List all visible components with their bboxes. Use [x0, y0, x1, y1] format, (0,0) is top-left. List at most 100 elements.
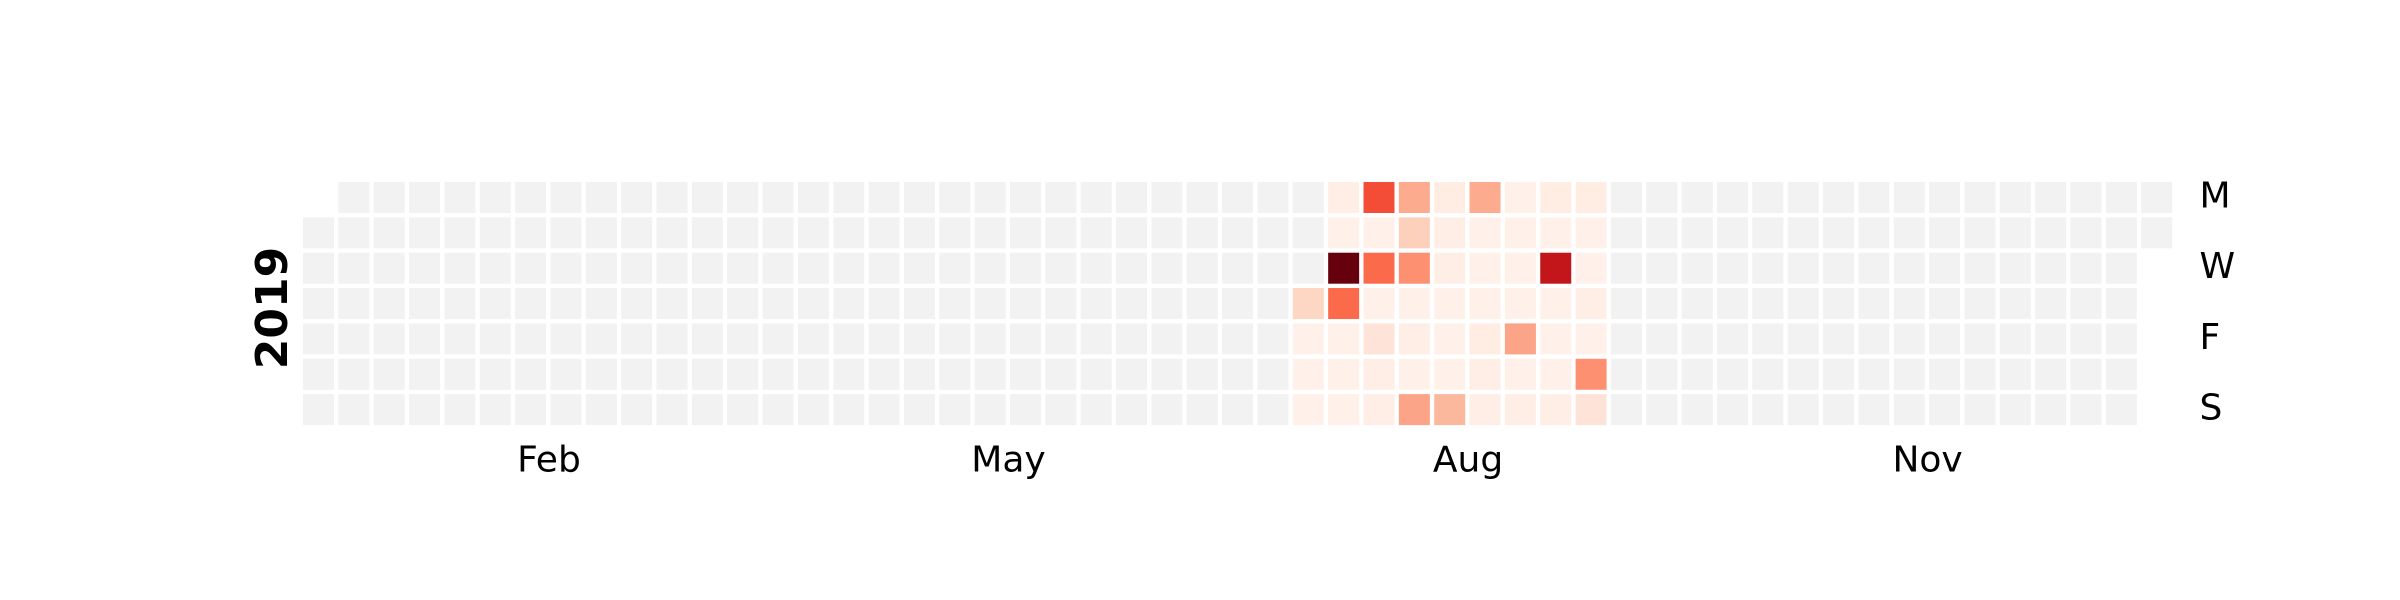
day-cell — [1538, 250, 1574, 286]
empty-day-cell — [654, 286, 690, 322]
empty-day-cell — [725, 180, 761, 215]
empty-day-cell — [1078, 286, 1114, 322]
empty-day-cell — [760, 356, 796, 392]
empty-day-cell — [407, 215, 443, 251]
empty-day-cell — [1114, 321, 1150, 357]
empty-day-cell — [1856, 392, 1892, 428]
empty-day-cell — [2033, 286, 2069, 322]
empty-day-cell — [972, 321, 1008, 357]
empty-day-cell — [2068, 180, 2104, 215]
empty-day-cell — [1821, 286, 1857, 322]
empty-day-cell — [1114, 250, 1150, 286]
empty-day-cell — [1997, 321, 2033, 357]
empty-day-cell — [760, 215, 796, 251]
day-cell — [1573, 321, 1609, 357]
empty-day-cell — [1220, 215, 1256, 251]
empty-day-cell — [1220, 392, 1256, 428]
empty-day-cell — [2068, 321, 2104, 357]
empty-day-cell — [937, 356, 973, 392]
empty-day-cell — [1184, 321, 1220, 357]
empty-day-cell — [1644, 215, 1680, 251]
empty-day-cell — [442, 250, 478, 286]
empty-day-cell — [548, 392, 584, 428]
empty-day-cell — [1114, 215, 1150, 251]
empty-day-cell — [1008, 250, 1043, 286]
day-cell — [1538, 286, 1574, 322]
day-cell — [1538, 180, 1574, 215]
empty-day-cell — [1043, 321, 1079, 357]
day-cell — [1573, 356, 1609, 392]
empty-day-cell — [2103, 286, 2139, 322]
empty-day-cell — [2139, 180, 2175, 215]
empty-day-cell — [583, 392, 619, 428]
empty-day-cell — [1290, 215, 1326, 251]
empty-day-cell — [1997, 180, 2033, 215]
empty-day-cell — [972, 250, 1008, 286]
day-cell — [1538, 321, 1574, 357]
empty-day-cell — [1149, 215, 1185, 251]
month-label: May — [971, 439, 1045, 480]
empty-day-cell — [831, 180, 867, 215]
empty-day-cell — [1715, 215, 1750, 251]
empty-day-cell — [1785, 215, 1821, 251]
day-cell — [1326, 180, 1362, 215]
empty-day-cell — [760, 392, 796, 428]
day-cell — [1396, 392, 1432, 428]
day-cell — [1396, 321, 1432, 357]
empty-day-cell — [442, 180, 478, 215]
empty-day-cell — [866, 215, 902, 251]
empty-day-cell — [513, 180, 549, 215]
empty-day-cell — [1114, 356, 1150, 392]
empty-day-cell — [2033, 392, 2069, 428]
empty-day-cell — [548, 215, 584, 251]
day-cell — [1502, 356, 1538, 392]
empty-day-cell — [513, 286, 549, 322]
empty-day-cell — [725, 356, 761, 392]
day-cell — [1361, 392, 1397, 428]
empty-day-cell — [1644, 356, 1680, 392]
empty-day-cell — [795, 321, 831, 357]
empty-day-cell — [513, 356, 549, 392]
empty-day-cell — [371, 392, 407, 428]
day-cell — [1538, 215, 1574, 251]
empty-day-cell — [1608, 392, 1644, 428]
empty-day-cell — [689, 356, 725, 392]
empty-day-cell — [937, 215, 973, 251]
empty-day-cell — [901, 356, 937, 392]
empty-day-cell — [1184, 286, 1220, 322]
day-cell — [1326, 392, 1362, 428]
empty-day-cell — [901, 286, 937, 322]
day-cell — [1361, 215, 1397, 251]
day-cell — [1467, 321, 1503, 357]
day-cell — [1361, 180, 1397, 215]
day-cell — [1502, 215, 1538, 251]
empty-day-cell — [548, 356, 584, 392]
empty-day-cell — [1821, 215, 1857, 251]
empty-day-cell — [1644, 250, 1680, 286]
empty-day-cell — [1008, 321, 1043, 357]
weekday-label: S — [2200, 388, 2223, 429]
empty-day-cell — [1679, 286, 1715, 322]
empty-day-cell — [937, 392, 973, 428]
empty-day-cell — [866, 392, 902, 428]
empty-day-cell — [795, 215, 831, 251]
empty-day-cell — [1715, 180, 1750, 215]
empty-day-cell — [1008, 180, 1043, 215]
empty-day-cell — [1184, 215, 1220, 251]
empty-day-cell — [795, 392, 831, 428]
empty-day-cell — [1679, 250, 1715, 286]
empty-day-cell — [301, 321, 336, 357]
empty-day-cell — [901, 321, 937, 357]
empty-day-cell — [1715, 392, 1750, 428]
empty-day-cell — [301, 250, 336, 286]
empty-day-cell — [1255, 392, 1291, 428]
empty-day-cell — [2033, 250, 2069, 286]
empty-day-cell — [336, 286, 372, 322]
empty-day-cell — [866, 180, 902, 215]
empty-day-cell — [937, 180, 973, 215]
empty-day-cell — [1962, 356, 1998, 392]
empty-day-cell — [1220, 250, 1256, 286]
empty-day-cell — [583, 321, 619, 357]
empty-day-cell — [1608, 250, 1644, 286]
